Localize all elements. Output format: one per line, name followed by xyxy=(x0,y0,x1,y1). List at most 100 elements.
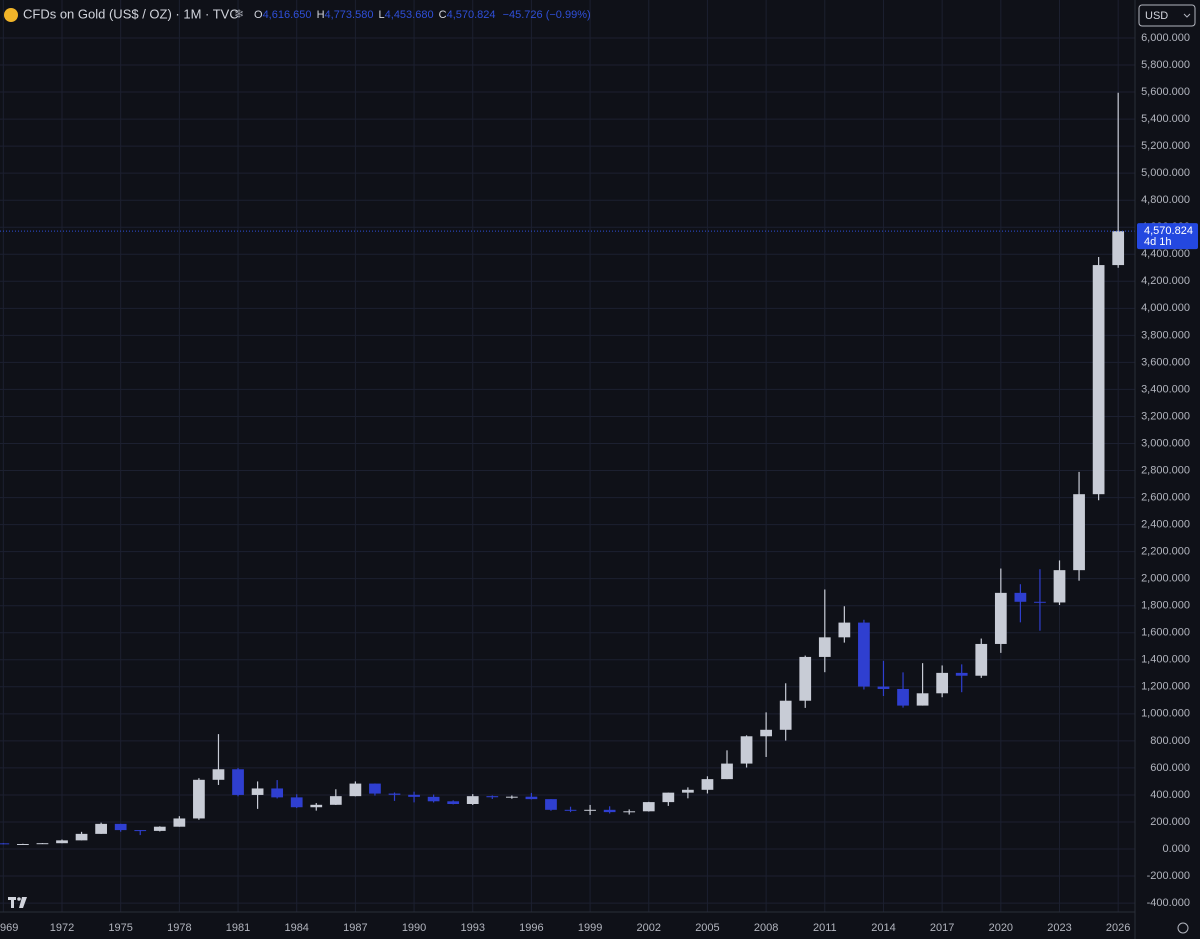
candle-body xyxy=(75,833,88,841)
candle-body xyxy=(936,672,949,694)
candle-body xyxy=(955,672,968,676)
candle-body xyxy=(36,843,49,845)
candle-body xyxy=(877,686,890,689)
x-tick-label: 1978 xyxy=(167,922,191,934)
y-tick-label: 1,400.000 xyxy=(1141,654,1190,666)
settings-icon[interactable] xyxy=(1177,922,1189,934)
candle-body xyxy=(584,809,596,811)
candle-body xyxy=(212,769,225,780)
symbol-icon xyxy=(4,8,18,22)
logo xyxy=(8,897,27,908)
candle-body xyxy=(232,769,244,795)
candle-body xyxy=(0,843,10,845)
candle-body xyxy=(858,622,870,687)
axis-labels: -400.000 -200.000 0.000 200.000 400.000 600.0… xyxy=(0,32,1198,934)
y-tick-label: 1,600.000 xyxy=(1141,627,1190,639)
y-tick-label: 2,000.000 xyxy=(1141,573,1190,585)
y-tick-label: 1,000.000 xyxy=(1141,708,1190,720)
candle-body xyxy=(388,793,401,795)
y-tick-label: 5,000.000 xyxy=(1141,167,1190,179)
candle-body xyxy=(56,840,68,844)
chevron[interactable] xyxy=(1183,13,1191,18)
x-tick-label: 1981 xyxy=(226,922,250,934)
y-tick-label: 6,000.000 xyxy=(1141,32,1190,44)
x-tick-label: 1987 xyxy=(343,922,367,934)
value: 4,570.824 xyxy=(447,9,496,21)
candle-body xyxy=(290,797,303,808)
candle-body xyxy=(310,804,323,808)
y-tick-label: 5,600.000 xyxy=(1141,86,1190,98)
x-tick-label: 2020 xyxy=(989,922,1013,934)
x-tick-label: 2008 xyxy=(754,922,778,934)
x-tick-label: 2026 xyxy=(1106,922,1130,934)
x-tick-label: 1993 xyxy=(460,922,484,934)
x-tick-label: 969 xyxy=(0,922,18,934)
change: −45.726 (−0.99%) xyxy=(503,9,591,21)
chart-title: CFDs on Gold (US$ / OZ) · 1M · TVC xyxy=(23,6,239,21)
candle-body xyxy=(271,788,284,798)
y-tick-label: 5,400.000 xyxy=(1141,113,1190,125)
y-tick-label: 2,800.000 xyxy=(1141,464,1190,476)
countdown: 4d 1h xyxy=(1144,236,1172,248)
candle-body xyxy=(1034,601,1046,603)
candle-body xyxy=(682,789,694,793)
y-tick-label: 3,200.000 xyxy=(1141,410,1190,422)
logo-part xyxy=(11,897,14,908)
y-tick-label: 1,800.000 xyxy=(1141,600,1190,612)
x-tick-label: 2023 xyxy=(1047,922,1071,934)
dropdown-box[interactable] xyxy=(1138,4,1196,27)
x-tick-label: 1990 xyxy=(402,922,426,934)
candle-body xyxy=(838,622,851,638)
value: 4,453.680 xyxy=(385,9,434,21)
candle-body xyxy=(369,783,381,794)
candle-body xyxy=(17,844,29,846)
candle-body xyxy=(1053,570,1066,603)
candle-body xyxy=(623,811,636,813)
candle-body xyxy=(173,818,186,827)
candle-body xyxy=(564,809,577,811)
candle-body xyxy=(760,729,772,737)
y-tick-label: 4,400.000 xyxy=(1141,248,1190,260)
x-tick-label: 1975 xyxy=(108,922,132,934)
status-icon: ❄ xyxy=(234,7,244,21)
y-tick-label: 2,600.000 xyxy=(1141,491,1190,503)
y-tick-label: 0.000 xyxy=(1162,843,1190,855)
candle-body xyxy=(466,796,479,804)
candle-body xyxy=(994,592,1007,644)
candle-body xyxy=(818,637,831,657)
y-tick-label: 800.000 xyxy=(1150,735,1190,747)
candle-body xyxy=(545,799,557,810)
y-tick-label: 4,800.000 xyxy=(1141,194,1190,206)
candles xyxy=(0,92,1135,846)
candle-body xyxy=(153,826,166,831)
candle-body xyxy=(1092,265,1105,495)
candle-body xyxy=(114,823,127,831)
label: L xyxy=(379,9,385,21)
x-tick-label: 2002 xyxy=(637,922,661,934)
candle-body xyxy=(525,796,538,800)
label: O xyxy=(254,9,263,21)
y-tick-label: 5,800.000 xyxy=(1141,59,1190,71)
y-tick-label: -200.000 xyxy=(1147,870,1190,882)
candle-body xyxy=(916,693,929,706)
currency[interactable]: USD xyxy=(1145,10,1168,22)
candle-body xyxy=(603,809,616,813)
candle-body xyxy=(505,796,518,798)
candle-body xyxy=(721,763,733,780)
y-tick-label: 2,400.000 xyxy=(1141,519,1190,531)
candle-body xyxy=(642,802,655,812)
candle-body xyxy=(975,643,988,676)
y-tick-label: 3,400.000 xyxy=(1141,383,1190,395)
candle-body xyxy=(1073,494,1085,571)
y-tick-label: -400.000 xyxy=(1147,897,1190,909)
y-tick-label: 5,200.000 xyxy=(1141,140,1190,152)
x-tick-label: 2005 xyxy=(695,922,719,934)
candle-body xyxy=(95,823,107,834)
x-tick-label: 2011 xyxy=(813,922,837,934)
last-price-label: 4,570.824 xyxy=(1144,225,1193,237)
y-tick-label: 200.000 xyxy=(1150,816,1190,828)
ohlc: O4,616.650 H4,773.580 L4,453.680 C4,570.… xyxy=(254,9,591,21)
candle-body xyxy=(779,700,792,730)
logo-part xyxy=(19,897,27,908)
currency-dropdown[interactable]: USD xyxy=(1138,4,1196,27)
